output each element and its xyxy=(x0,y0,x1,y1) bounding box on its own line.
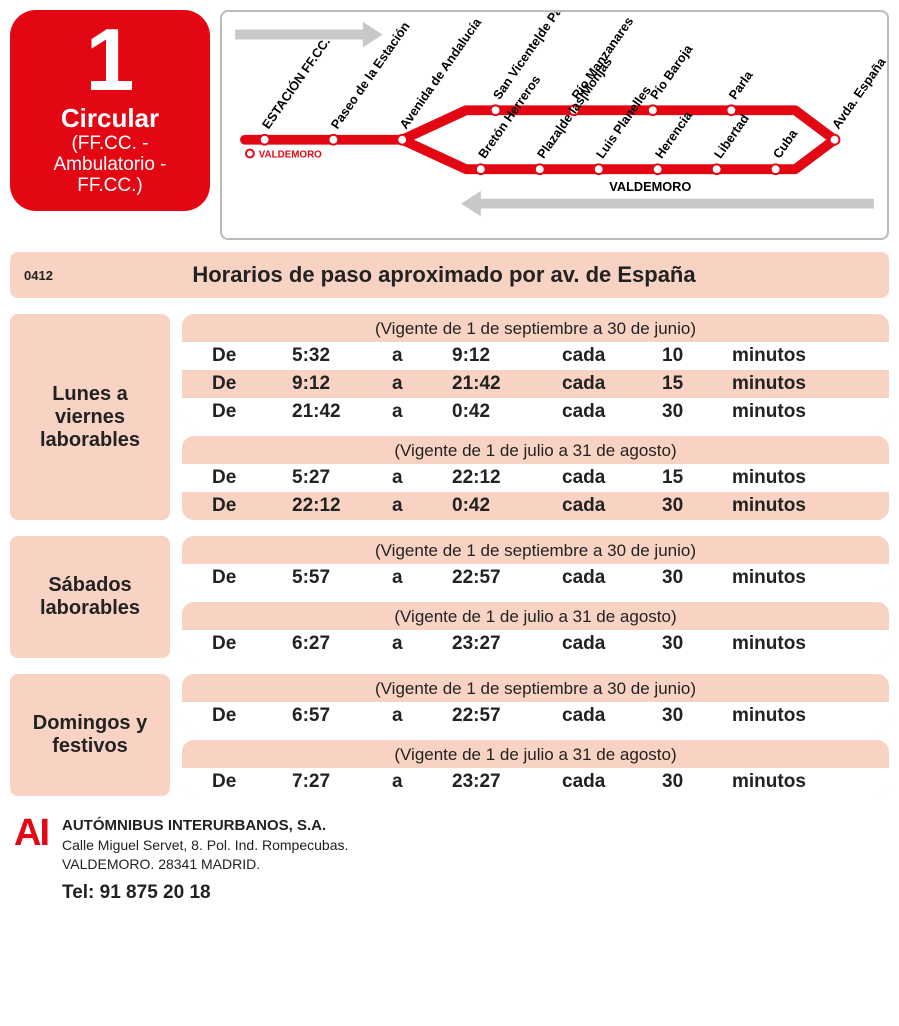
section-body: (Vigente de 1 de septiembre a 30 de juni… xyxy=(182,314,889,520)
svg-text:Herencia: Herencia xyxy=(652,108,696,162)
schedule-section: Domingos y festivos (Vigente de 1 de sept… xyxy=(10,674,889,796)
svg-text:ESTACIÓN FF.CC.: ESTACIÓN FF.CC. xyxy=(259,34,333,131)
company-name: AUTÓMNIBUS INTERURBANOS, S.A. xyxy=(62,816,348,836)
schedule-row: De22:12a0:42cada30minutos xyxy=(182,492,889,520)
schedule-row: De21:42a0:42cada30minutos xyxy=(182,398,889,426)
period-caption: (Vigente de 1 de septiembre a 30 de juni… xyxy=(182,536,889,564)
svg-text:Pío Baroja: Pío Baroja xyxy=(647,41,696,102)
schedule-section: Sábados laborables (Vigente de 1 de septi… xyxy=(10,536,889,658)
schedule-period: (Vigente de 1 de julio a 31 de agosto)De… xyxy=(182,740,889,796)
schedule-row: De6:27a23:27cada30minutos xyxy=(182,630,889,658)
section-body: (Vigente de 1 de septiembre a 30 de juni… xyxy=(182,674,889,796)
schedule-period: (Vigente de 1 de julio a 31 de agosto)De… xyxy=(182,436,889,520)
address-line-2: VALDEMORO. 28341 MADRID. xyxy=(62,855,348,874)
title-text: Horarios de paso aproximado por av. de E… xyxy=(73,262,875,288)
route-desc: (FF.CC. - Ambulatorio - FF.CC.) xyxy=(20,134,200,197)
route-number: 1 xyxy=(20,18,200,102)
telephone: Tel: 91 875 20 18 xyxy=(62,880,348,906)
schedule-sections: Lunes a viernes laborables(Vigente de 1 … xyxy=(0,314,899,796)
schedule-section: Lunes a viernes laborables(Vigente de 1 … xyxy=(10,314,889,520)
address-line-1: Calle Miguel Servet, 8. Pol. Ind. Rompec… xyxy=(62,836,348,855)
title-bar: 0412 Horarios de paso aproximado por av.… xyxy=(10,252,889,298)
schedule-row: De7:27a23:27cada30minutos xyxy=(182,768,889,796)
schedule-row: De5:57a22:57cada30minutos xyxy=(182,564,889,592)
title-code: 0412 xyxy=(24,268,53,283)
schedule-row: De9:12a21:42cada15minutos xyxy=(182,370,889,398)
svg-text:Libertad: Libertad xyxy=(711,111,752,161)
svg-text:Cuba: Cuba xyxy=(770,126,801,161)
footer-logo: AI xyxy=(14,816,48,850)
svg-text:Avda. España: Avda. España xyxy=(829,54,887,132)
route-badge: 1 Circular (FF.CC. - Ambulatorio - FF.CC… xyxy=(10,10,210,211)
schedule-period: (Vigente de 1 de julio a 31 de agosto)De… xyxy=(182,602,889,658)
period-caption: (Vigente de 1 de septiembre a 30 de juni… xyxy=(182,314,889,342)
schedule-row: De5:27a22:12cada15minutos xyxy=(182,464,889,492)
header: 1 Circular (FF.CC. - Ambulatorio - FF.CC… xyxy=(0,0,899,240)
section-label: Lunes a viernes laborables xyxy=(10,314,170,520)
schedule-period: (Vigente de 1 de septiembre a 30 de juni… xyxy=(182,314,889,426)
period-caption: (Vigente de 1 de julio a 31 de agosto) xyxy=(182,436,889,464)
period-caption: (Vigente de 1 de julio a 31 de agosto) xyxy=(182,602,889,630)
period-caption: (Vigente de 1 de septiembre a 30 de juni… xyxy=(182,674,889,702)
svg-text:Luis Planelles: Luis Planelles xyxy=(593,83,654,161)
svg-text:VALDEMORO: VALDEMORO xyxy=(609,179,691,194)
route-name: Circular xyxy=(20,104,200,133)
section-body: (Vigente de 1 de septiembre a 30 de juni… xyxy=(182,536,889,658)
section-label: Sábados laborables xyxy=(10,536,170,658)
schedule-period: (Vigente de 1 de septiembre a 30 de juni… xyxy=(182,536,889,592)
route-map: ESTACIÓN FF.CC.Paseo de la EstaciónAveni… xyxy=(220,10,889,240)
svg-text:Parla: Parla xyxy=(725,67,756,102)
svg-text:VALDEMORO: VALDEMORO xyxy=(259,149,322,160)
schedule-row: De6:57a22:57cada30minutos xyxy=(182,702,889,730)
schedule-period: (Vigente de 1 de septiembre a 30 de juni… xyxy=(182,674,889,730)
period-caption: (Vigente de 1 de julio a 31 de agosto) xyxy=(182,740,889,768)
section-label: Domingos y festivos xyxy=(10,674,170,796)
footer-text: AUTÓMNIBUS INTERURBANOS, S.A. Calle Migu… xyxy=(62,816,348,906)
footer: AI AUTÓMNIBUS INTERURBANOS, S.A. Calle M… xyxy=(0,796,899,920)
schedule-row: De5:32a9:12cada10minutos xyxy=(182,342,889,370)
